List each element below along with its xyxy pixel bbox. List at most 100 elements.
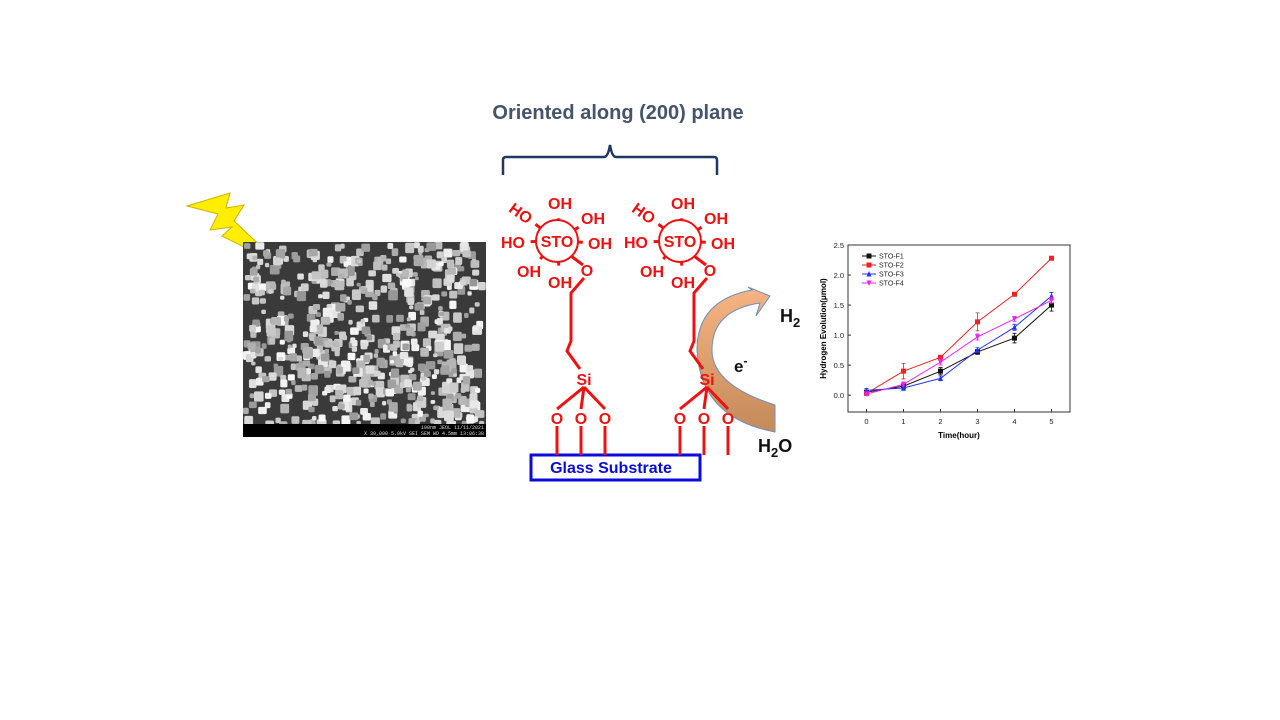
sem-particle [417,363,426,371]
hydroxyl-label: HO [501,235,525,252]
sem-particle [306,313,316,322]
marker [975,347,980,353]
sem-particle [475,387,481,393]
substrate-label: Glass Substrate [550,460,672,477]
x-tick-label: 5 [1049,417,1053,426]
marker [938,375,943,381]
sem-particle [376,357,385,367]
sem-particle [452,373,457,377]
brace [501,144,719,175]
product-label: H2 [780,306,800,330]
sem-particle [446,285,452,290]
sem-particle [365,365,375,374]
sem-particle [373,261,382,271]
sem-particle [341,415,351,426]
sem-particle [390,368,400,378]
hydroxyl-label: OH [548,275,572,292]
sem-particle [278,356,284,362]
hydroxyl-label: OH [640,264,664,281]
sem-particle [300,283,309,292]
sem-particle [320,353,330,362]
legend-label: STO-F2 [879,263,904,270]
sem-particle [289,353,298,362]
sem-particle [309,325,317,333]
sem-particle [268,289,273,294]
legend-label: STO-F3 [879,272,904,279]
sem-particle [248,379,257,388]
sem-particle [340,243,345,249]
sem-particle [307,394,316,402]
sem-particle [264,402,271,409]
sem-particle [441,365,450,374]
sem-particle [258,406,267,415]
sem-particle [328,280,333,284]
sem-particle [322,307,333,319]
x-axis-label: Time(hour) [938,431,980,440]
sem-particle [460,242,469,253]
sem-particle [259,298,266,304]
x-tick-label: 4 [1012,417,1016,426]
sem-particle [273,257,281,266]
marker [901,368,906,374]
substrate-box [529,453,702,482]
sem-particle [402,278,412,287]
sem-particle [301,384,308,391]
hydroxyl-label: OH [671,196,695,213]
alkyl-chain [565,277,586,370]
sem-particle [402,269,409,278]
x-tick-label: 2 [938,417,942,426]
sem-particle [248,401,257,409]
sem-particle [414,303,424,311]
sem-particle [264,262,270,268]
sem-particle [318,414,326,422]
sem-particle [464,312,469,319]
sem-particle [469,400,479,409]
sem-particle [312,415,317,421]
sem-particle [361,243,371,252]
electron-sup: - [743,354,747,368]
bond [556,385,585,411]
sem-particle [353,386,362,396]
sem-particle [251,297,260,305]
sem-particle [426,242,437,251]
sem-particle [329,395,336,403]
hydroxyl-label: OH [581,211,605,228]
sem-particle [348,375,357,383]
sem-particle [250,330,257,338]
sem-particle [391,248,399,257]
sem-particle [412,272,418,277]
sem-particle [406,317,411,322]
bond [582,385,607,411]
silicon-label: Si [699,372,714,389]
sem-particle [390,344,398,351]
sem-particle [446,259,455,269]
sem-particle [355,399,362,406]
sem-particle [254,391,264,402]
sem-particle [281,279,286,285]
sem-particle [446,274,455,283]
sem-particle [360,319,365,324]
sem-particle [452,331,462,341]
sem-particle [407,297,415,306]
sem-particle [471,343,480,351]
electron-base: e [734,357,743,376]
sem-particle [302,331,309,337]
sem-particle [347,299,352,305]
sem-particle [250,352,257,359]
sem-particle [261,309,266,314]
sem-particle [411,344,420,352]
series-line [866,257,1052,394]
marker [938,354,943,360]
sto-label: STO [664,234,697,251]
sem-particle [324,370,331,378]
sem-particle [474,368,483,378]
sem-particle [268,372,277,381]
sem-particle [366,335,373,341]
anchor-label: O [674,411,686,428]
sem-particle [334,244,342,252]
sem-particle [291,416,300,424]
sem-particle [467,291,472,296]
sem-particle [309,334,315,341]
